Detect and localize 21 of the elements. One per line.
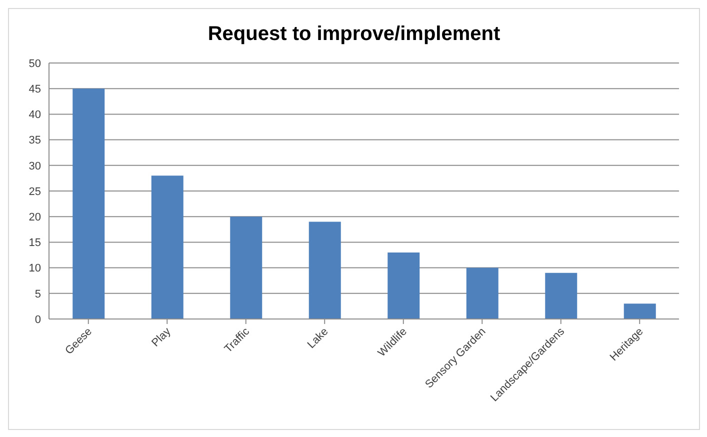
bar [388,252,420,319]
y-tick-label: 45 [28,84,41,96]
y-tick-label: 20 [28,212,41,224]
chart-title: Request to improve/implement [206,22,502,47]
y-tick-label: 30 [28,160,41,172]
y-tick-label: 40 [28,109,41,122]
y-tick-label: 5 [34,288,41,300]
y-tick-label: 0 [34,314,41,326]
bar [545,272,578,319]
y-tick-label: 10 [28,262,41,275]
bar [466,268,498,319]
x-tick-label: Play [150,325,174,350]
bar [151,176,184,319]
bar [72,88,105,319]
bar [230,216,262,319]
y-tick-label: 35 [28,134,41,147]
y-tick-label: 15 [28,237,41,250]
bar [308,222,341,319]
y-tick-label: 50 [28,58,41,70]
y-tick-label: 25 [28,186,41,198]
bar [624,304,656,319]
